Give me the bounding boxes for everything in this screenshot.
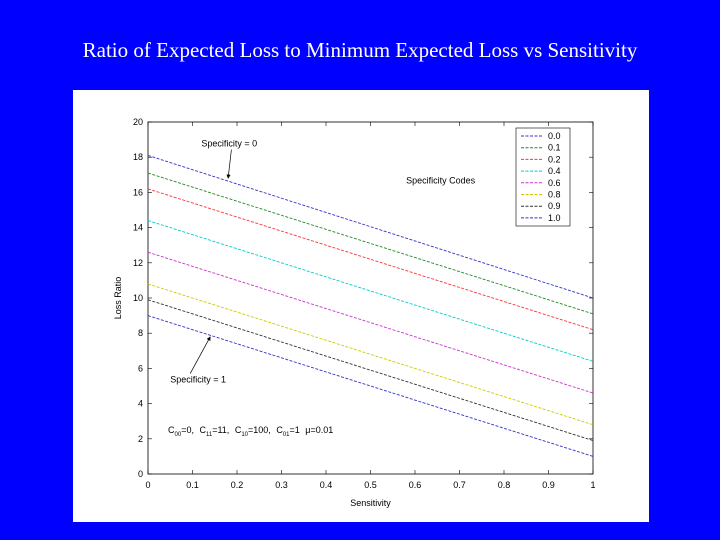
param-c01-sub: 01 (283, 432, 290, 438)
y-tick-label: 16 (133, 187, 143, 197)
y-tick-label: 8 (138, 328, 143, 338)
param-c00-value: =0, (181, 425, 194, 435)
legend-entry-0-2: 0.2 (548, 154, 561, 164)
annotation-arrow-specificity-0 (226, 149, 232, 179)
legend-entry-0-6: 0.6 (548, 178, 561, 188)
series-lines (147, 155, 594, 457)
param-c10-value: =100, (248, 425, 271, 435)
series-line-0-9 (147, 299, 594, 441)
y-tick-label: 20 (133, 117, 143, 127)
slide-title: Ratio of Expected Loss to Minimum Expect… (82, 38, 638, 62)
x-tick-label: 0.8 (498, 480, 511, 490)
param-mu-symbol: μ (305, 425, 310, 435)
legend: 0.0 0.10.2 0.4 0.6 0.80.9 1.0 (515, 127, 571, 227)
legend-items: 0.0 0.10.2 0.4 0.6 0.80.9 1.0 (521, 131, 561, 223)
x-tick-label: 0.1 (186, 480, 199, 490)
annotation-specificity-0: Specificity = 0 (201, 139, 257, 149)
parameter-annotation: C00=0, C11=11, C10=100, C01=1 μ=0.01 (168, 425, 333, 438)
y-tick-label: 12 (133, 258, 143, 268)
x-tick-label: 0.9 (542, 480, 555, 490)
param-c11-sub: 11 (206, 432, 213, 438)
y-tick-label: 2 (138, 434, 143, 444)
param-c10-prefix: C (235, 425, 242, 435)
param-mu-value: =0.01 (310, 425, 333, 435)
y-tick-label: 6 (138, 363, 143, 373)
param-c01-value: =1 (290, 425, 300, 435)
line-chart: 0 0.1 0.2 0.3 0.4 0.5 0.6 0.7 0.8 0.9 1 0246810121… (113, 117, 596, 508)
y-tick-label: 18 (133, 152, 143, 162)
chart-figure: 0 0.1 0.2 0.3 0.4 0.5 0.6 0.7 0.8 0.9 1 0 2 4 6 8 10 12 1… (73, 90, 649, 522)
x-tick-label: 0 (145, 480, 150, 490)
series-line-0-0 (147, 155, 594, 299)
annotations: Specificity = 0 Specificity = 1 Specific… (170, 139, 475, 385)
legend-entry-0-1: 0.1 (548, 143, 561, 153)
x-tick-label: 0.5 (364, 480, 377, 490)
series-line-1-0 (147, 315, 594, 457)
x-tick-labels: 0 0.1 0.2 0.3 0.4 0.5 0.6 0.7 0.8 0.9 1 (145, 480, 595, 490)
param-c00-prefix: C (168, 425, 175, 435)
series-line-0-1 (147, 172, 594, 315)
x-axis-label: Sensitivity (350, 498, 391, 508)
param-c10-sub: 10 (241, 432, 248, 438)
y-tick-label: 4 (138, 399, 143, 409)
legend-entry-0-4: 0.4 (548, 166, 561, 176)
param-c00-sub: 00 (175, 432, 182, 438)
series-line-0-6 (147, 251, 594, 394)
series-line-0-8 (147, 283, 594, 426)
x-tick-label: 0.7 (453, 480, 466, 490)
y-tick-label: 0 (138, 469, 143, 479)
y-axis-label: Loss Ratio (113, 277, 123, 320)
series-line-0-2 (147, 188, 594, 331)
legend-entry-0-9: 0.9 (548, 201, 561, 211)
legend-box (515, 127, 571, 227)
y-tick-labels: 0 2 4 6 8 10 12 14 16 18 20 (133, 117, 143, 479)
y-tick-label: 10 (133, 293, 143, 303)
x-tick-label: 0.3 (275, 480, 288, 490)
param-c01-prefix: C (276, 425, 283, 435)
annotation-arrow-specificity-1 (189, 336, 211, 374)
legend-entry-1-0: 1.0 (548, 213, 561, 223)
x-tick-label: 0.6 (409, 480, 422, 490)
series-line-0-4 (147, 220, 594, 362)
legend-entry-0-0: 0.0 (548, 131, 561, 141)
x-tick-label: 1 (590, 480, 595, 490)
x-tick-label: 0.2 (231, 480, 244, 490)
legend-entry-0-8: 0.8 (548, 190, 561, 200)
y-tick-label: 14 (133, 223, 143, 233)
annotation-specificity-1: Specificity = 1 (170, 374, 226, 384)
param-c11-prefix: C (199, 425, 206, 435)
param-c11-value: =11, (212, 425, 229, 435)
axis-ticks (147, 121, 594, 475)
annotation-specificity-codes: Specificity Codes (406, 176, 476, 186)
x-tick-label: 0.4 (320, 480, 333, 490)
